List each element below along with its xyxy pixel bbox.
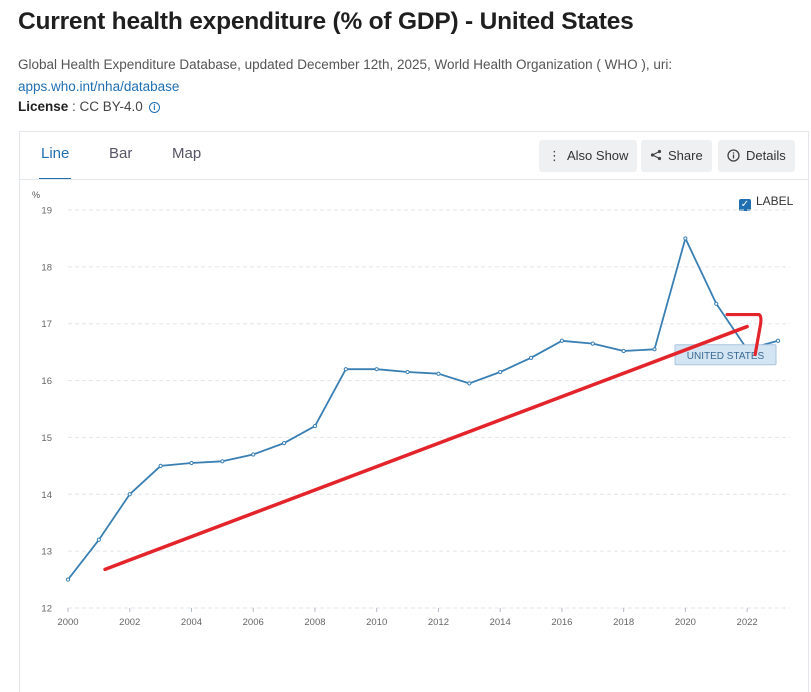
x-tick-label: 2004: [181, 617, 202, 628]
annotation-arrow-hook: [725, 312, 763, 357]
x-tick-label: 2008: [304, 617, 325, 628]
license-value: : CC BY-4.0: [68, 99, 143, 114]
data-point: [127, 492, 132, 497]
source-link[interactable]: apps.who.int/nha/database: [18, 79, 180, 94]
x-tick-label: 2014: [490, 617, 511, 628]
data-point: [714, 301, 719, 306]
x-tick-label: 2000: [57, 617, 78, 628]
label-toggle[interactable]: ✓ LABEL: [739, 194, 793, 211]
data-point: [220, 459, 225, 464]
x-tick-label: 2002: [119, 617, 140, 628]
line-chart: % 12 13 14 15 16 17 18 19 2000 2002 2004 2006 2008 201…: [32, 190, 790, 628]
more-vertical-icon: ⋮: [548, 148, 561, 163]
x-tick-label: 2016: [551, 617, 572, 628]
y-tick-label: 13: [41, 547, 52, 558]
x-tick-label: 2012: [428, 617, 449, 628]
data-point: [590, 341, 595, 346]
data-point: [498, 369, 503, 375]
page-title: Current health expenditure (% of GDP) - …: [18, 8, 634, 35]
info-icon[interactable]: i: [148, 102, 160, 113]
tab-bar[interactable]: Bar: [109, 145, 133, 162]
y-tick-label: 15: [41, 433, 52, 444]
data-point: [436, 371, 441, 376]
data-point: [775, 338, 781, 343]
y-tick-label: 18: [41, 262, 52, 273]
tab-map[interactable]: Map: [172, 145, 202, 162]
chart-panel: Line Bar Map ⋮ Also Show Share Details ✓ L…: [19, 131, 809, 692]
data-point: [559, 338, 565, 343]
data-point: [621, 348, 626, 354]
data-point: [343, 367, 348, 372]
x-tick-label: 2006: [243, 617, 264, 628]
data-point: [158, 463, 163, 468]
series-line-united-states: [67, 237, 779, 581]
also-show-label: Also Show: [567, 148, 629, 163]
data-point: [374, 367, 379, 372]
data-point: [312, 423, 318, 429]
series-label: UNITED STATES: [687, 351, 765, 362]
data-point: [189, 460, 194, 466]
data-point: [405, 369, 410, 375]
info-circle-icon: [727, 140, 740, 172]
data-point: [65, 577, 71, 582]
data-point: [528, 355, 534, 360]
source-text: Global Health Expenditure Database, upda…: [18, 57, 673, 72]
tab-divider: [20, 179, 808, 180]
data-point: [652, 347, 657, 352]
data-point: [467, 381, 472, 386]
x-tick-label: 2020: [675, 617, 696, 628]
share-icon: [650, 140, 662, 172]
details-label: Details: [746, 148, 786, 163]
x-tick-label: 2018: [613, 617, 634, 628]
data-point: [281, 441, 287, 446]
y-tick-label: 12: [41, 604, 52, 615]
license-label: License: [18, 99, 69, 114]
share-button[interactable]: Share: [641, 140, 712, 172]
y-tick-label: 16: [41, 376, 52, 387]
share-label: Share: [668, 148, 703, 163]
x-tick-label: 2010: [366, 617, 387, 628]
label-checkbox[interactable]: ✓: [739, 199, 751, 211]
data-point: [683, 236, 688, 241]
annotation-trend-line: [103, 324, 749, 572]
also-show-button[interactable]: ⋮ Also Show: [539, 140, 638, 172]
label-toggle-text: LABEL: [756, 194, 794, 208]
data-point: [251, 452, 256, 457]
x-tick-label: 2022: [737, 617, 758, 628]
y-unit-label: %: [32, 190, 40, 200]
y-tick-label: 19: [41, 206, 52, 217]
details-button[interactable]: Details: [718, 140, 795, 172]
data-point: [96, 537, 101, 542]
y-tick-label: 14: [41, 490, 52, 501]
y-tick-label: 17: [41, 319, 52, 330]
license-line: License : CC BY-4.0 i: [18, 99, 160, 114]
source-line: Global Health Expenditure Database, upda…: [18, 54, 798, 98]
